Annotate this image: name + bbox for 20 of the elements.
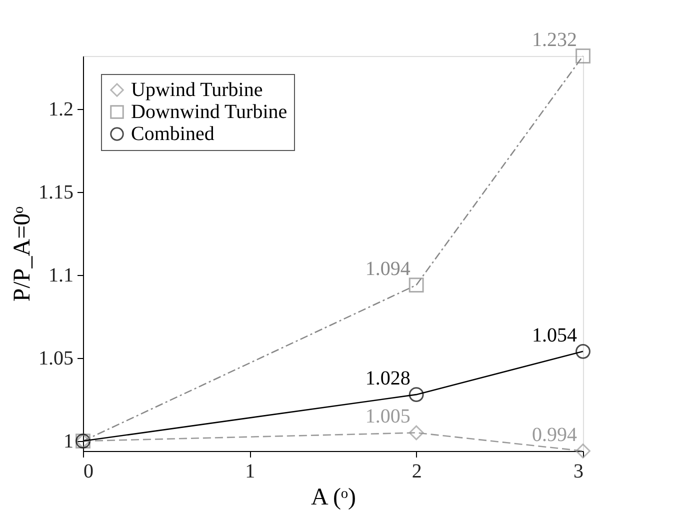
data-label: 0.994	[532, 424, 577, 446]
data-label: 1.028	[365, 368, 410, 390]
y-tick-label: 1.05	[38, 348, 74, 370]
data-label: 1.054	[532, 324, 577, 346]
data-label: 1.005	[365, 406, 410, 428]
y-tick-label: 1.1	[48, 264, 74, 287]
x-tick-label: 1	[245, 460, 256, 482]
legend-label: Upwind Turbine	[131, 79, 263, 101]
data-label: 1.094	[365, 258, 410, 280]
legend-label: Combined	[131, 123, 214, 145]
x-axis-title: A (ᵒ)	[311, 484, 356, 510]
y-tick-label: 1.2	[48, 98, 74, 121]
x-tick-label: 0	[84, 460, 94, 482]
y-tick-label: 1.15	[38, 182, 74, 204]
y-axis-title: P/P_A=0ᵒ	[10, 206, 36, 302]
data-label: 1.232	[532, 29, 577, 51]
x-tick-label: 2	[412, 460, 422, 482]
y-tick-label: 1	[64, 430, 74, 453]
legend-label: Downwind Turbine	[131, 101, 288, 123]
x-tick-label: 3	[574, 460, 584, 482]
